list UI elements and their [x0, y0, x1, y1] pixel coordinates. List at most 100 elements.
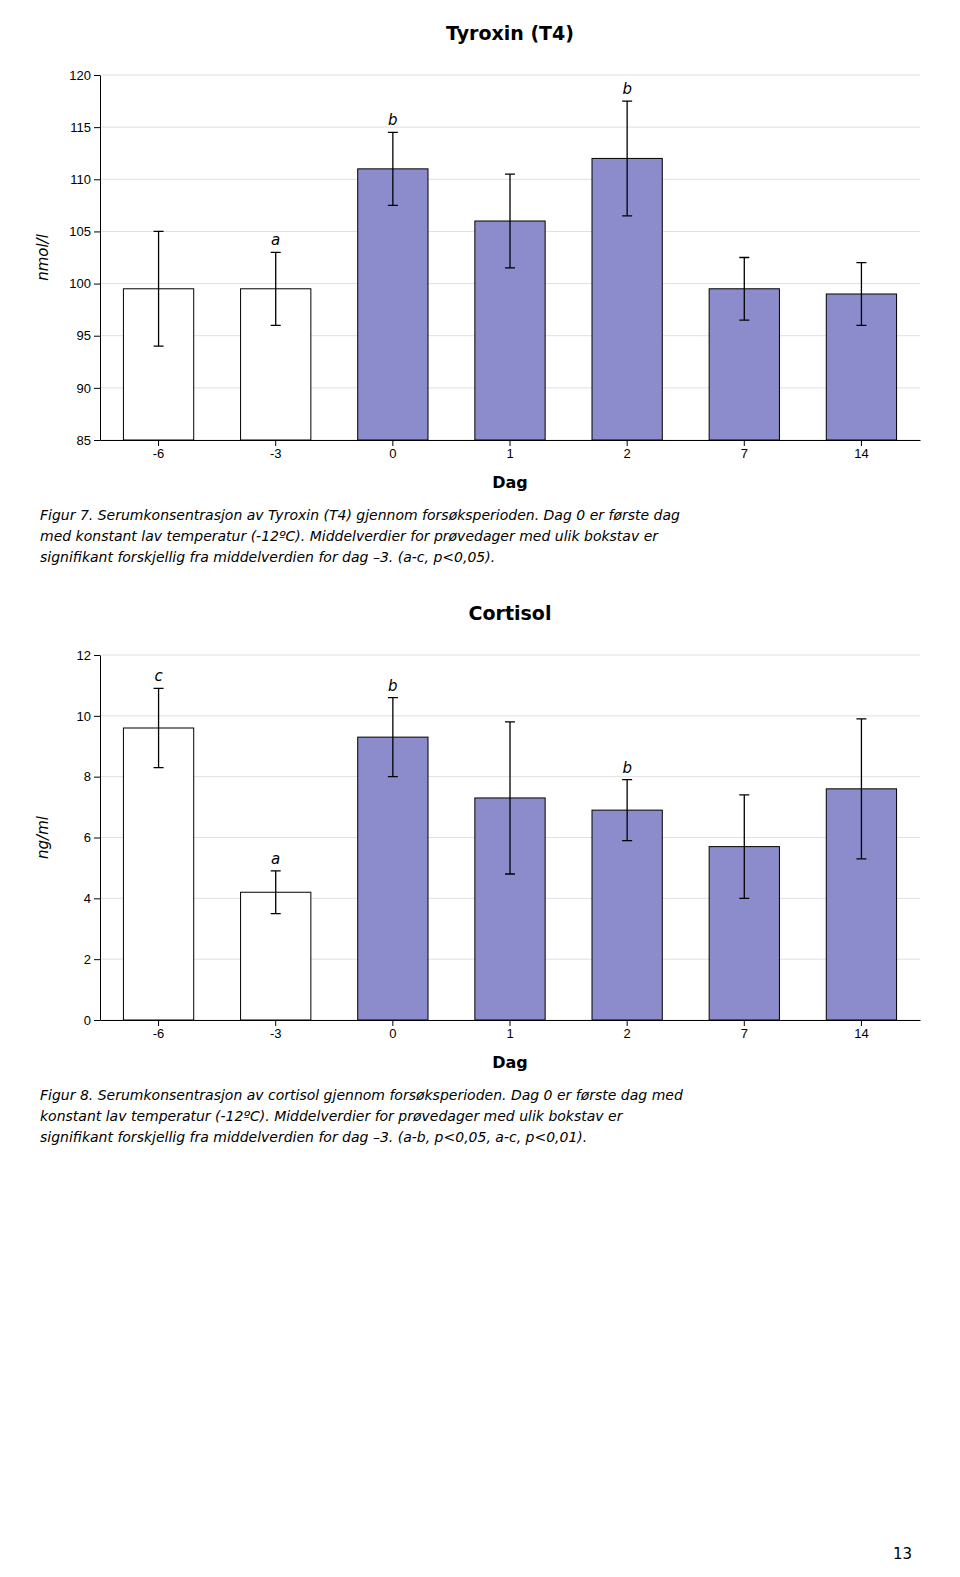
grid [100, 75, 920, 440]
significance-letter: b [388, 111, 398, 129]
x-axis-title: Dag [492, 473, 528, 492]
error-bar [154, 688, 164, 767]
tick-label: 2 [624, 446, 631, 461]
tick: 2 [624, 1020, 631, 1041]
tick-label: 120 [69, 68, 91, 83]
error-bar [739, 258, 749, 321]
y-axis: 0 2 4 6 8 10 12 [77, 648, 101, 1028]
tick-mark [94, 655, 100, 656]
significance-letter: a [271, 231, 280, 249]
tick-mark [510, 1020, 511, 1026]
tick-mark [627, 440, 628, 446]
tick: 110 [70, 172, 100, 187]
significance-letters: abb [271, 80, 632, 249]
tick-mark [627, 1020, 628, 1026]
tick-label: 7 [741, 1026, 748, 1041]
bar [358, 737, 428, 1020]
tick-mark [94, 838, 100, 839]
tick: 4 [84, 891, 100, 906]
tick: -6 [153, 440, 165, 461]
tick-mark [94, 127, 100, 128]
tick-mark [744, 440, 745, 446]
x-axis: -6 -3 0 1 2 7 14 [101, 1020, 921, 1041]
tick-label: 7 [741, 446, 748, 461]
tick-mark [861, 1020, 862, 1026]
tick: 95 [77, 328, 100, 343]
tick: 12 [77, 648, 100, 663]
caption-line: signifikant forskjellig fra middelverdie… [40, 549, 495, 565]
caption-line: Figur 8. Serumkonsentrasjon av cortisol … [40, 1087, 683, 1103]
tick-mark [94, 179, 100, 180]
error-bar [388, 132, 398, 205]
tick-label: 6 [84, 830, 91, 845]
caption-line: med konstant lav temperatur (-12ºC). Mid… [40, 528, 659, 544]
tick-mark [275, 1020, 276, 1026]
tick-mark [158, 1020, 159, 1026]
error-bar [271, 252, 281, 325]
tick-label: -3 [270, 1026, 282, 1041]
tick-label: 14 [854, 1026, 868, 1041]
significance-letter: c [154, 667, 163, 685]
tick: 0 [389, 440, 396, 461]
tick-label: -3 [270, 446, 282, 461]
caption-line: signifikant forskjellig fra middelverdie… [40, 1129, 587, 1145]
bar [592, 810, 662, 1020]
tick: 105 [69, 224, 100, 239]
tick: -6 [153, 1020, 165, 1041]
tick-label: 2 [84, 952, 91, 967]
axis-line [100, 656, 101, 1021]
tick: 115 [70, 120, 100, 135]
tick: 8 [84, 769, 100, 784]
tick-label: 10 [77, 708, 91, 723]
chart-title: Tyroxin (T4) [446, 22, 574, 44]
tick: -3 [270, 1020, 282, 1041]
tick: 2 [624, 440, 631, 461]
tick: 0 [389, 1020, 396, 1041]
y-axis-title: ng/ml [34, 815, 52, 859]
caption-line: Figur 7. Serumkonsentrasjon av Tyroxin (… [40, 507, 680, 523]
tick: 85 [77, 433, 100, 448]
chart-title: Cortisol [469, 602, 552, 624]
tick: 1 [506, 440, 513, 461]
axis-line [100, 76, 101, 441]
error-bar [271, 871, 281, 914]
tick-label: 85 [77, 433, 91, 448]
tick-mark [94, 898, 100, 899]
tick-label: 90 [77, 381, 91, 396]
tick-label: 100 [69, 276, 91, 291]
error-bar [622, 780, 632, 841]
caption: Figur 7. Serumkonsentrasjon av Tyroxin (… [40, 507, 680, 565]
grid [100, 655, 920, 1020]
tick-mark [94, 716, 100, 717]
tick-label: 115 [70, 120, 91, 135]
error-bar [388, 698, 398, 777]
chart: cabb024681012-6-3012714CortisolDagng/mlF… [34, 602, 921, 1145]
error-bar [856, 263, 866, 326]
tick-mark [94, 959, 100, 960]
tick: 6 [84, 830, 100, 845]
tick-mark [94, 231, 100, 232]
tick-label: 0 [389, 446, 396, 461]
tick-mark [392, 1020, 393, 1026]
page: abb859095100105110115120-6-3012714Tyroxi… [0, 0, 960, 1577]
caption: Figur 8. Serumkonsentrasjon av cortisol … [40, 1087, 683, 1145]
significance-letters: cabb [154, 667, 631, 868]
error-bar [154, 231, 164, 346]
tick-label: 0 [389, 1026, 396, 1041]
y-axis-title: nmol/l [34, 233, 52, 281]
tick-label: 1 [506, 446, 513, 461]
grid-line [100, 75, 920, 76]
tick-label: 0 [84, 1013, 91, 1028]
grid-line [100, 655, 920, 656]
significance-letter: b [622, 759, 632, 777]
tick-label: 14 [854, 446, 868, 461]
x-axis-title: Dag [492, 1053, 528, 1072]
tick-mark [94, 388, 100, 389]
tick-mark [510, 440, 511, 446]
tick: 1 [506, 1020, 513, 1041]
tick-label: 1 [506, 1026, 513, 1041]
tick: 2 [84, 952, 100, 967]
caption-line: konstant lav temperatur (-12ºC). Middelv… [40, 1108, 624, 1124]
tick: 10 [77, 708, 100, 723]
grid-line [100, 715, 920, 716]
